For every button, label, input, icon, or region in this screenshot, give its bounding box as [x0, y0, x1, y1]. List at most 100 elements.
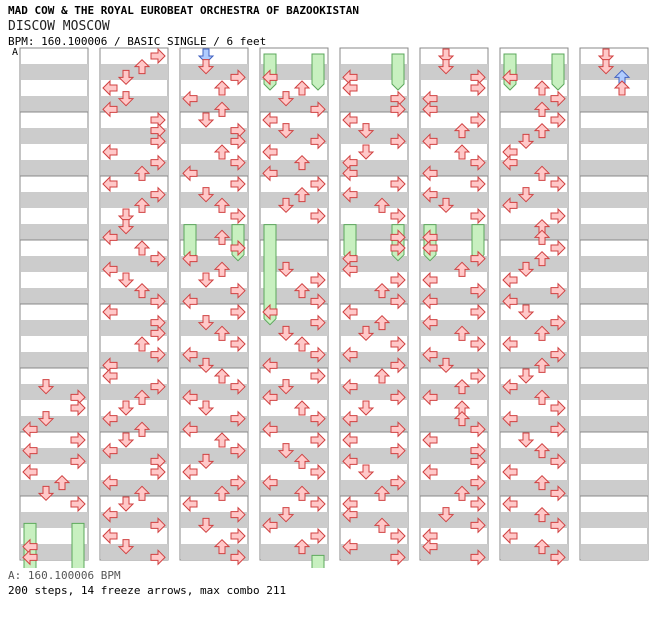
step-arrow-right — [310, 410, 326, 427]
step-arrow-down — [197, 112, 215, 128]
step-arrow-up — [133, 336, 151, 352]
step-arrow-up — [373, 517, 391, 533]
step-arrow-left — [102, 79, 118, 97]
step-arrow-left — [422, 133, 438, 150]
step-arrow-down — [117, 539, 135, 555]
step-arrow-up — [133, 165, 151, 181]
step-arrow-left — [262, 303, 278, 321]
step-arrow-left — [262, 517, 278, 534]
step-arrow-right — [310, 431, 326, 449]
step-arrow-up — [373, 314, 391, 331]
step-arrow-down — [277, 91, 295, 107]
step-arrow-left — [422, 186, 438, 203]
step-arrow-right — [150, 325, 166, 342]
step-arrow-down — [357, 144, 375, 160]
step-arrow-up — [453, 144, 471, 160]
step-arrow-right — [230, 133, 246, 150]
song-artist: MAD COW & THE ROYAL EUROBEAT ORCHESTRA O… — [8, 4, 359, 17]
step-arrow-left — [422, 431, 438, 449]
step-arrow-right — [70, 431, 86, 449]
step-arrow-right — [470, 474, 486, 491]
step-arrow-left — [102, 261, 118, 278]
step-arrow-up — [213, 538, 231, 555]
step-arrow-right — [470, 79, 486, 97]
step-arrow-right — [550, 90, 566, 107]
step-arrow-left — [342, 79, 358, 97]
step-arrow-right — [390, 335, 406, 353]
step-arrow-down — [357, 464, 375, 480]
step-arrow-right — [390, 101, 406, 118]
step-arrow-down — [517, 187, 535, 203]
step-arrow-left — [502, 69, 518, 86]
step-arrow-up — [533, 538, 551, 555]
step-arrow-down — [117, 400, 135, 416]
step-arrow-up — [533, 325, 551, 341]
step-arrow-right — [550, 485, 566, 502]
step-arrow-down — [197, 517, 215, 534]
step-arrow-right — [390, 175, 406, 193]
chart-column — [419, 47, 489, 561]
step-arrow-left — [502, 197, 518, 214]
step-arrow-left — [422, 538, 438, 555]
step-arrow-down — [517, 133, 535, 150]
step-arrow-right — [310, 293, 326, 310]
step-arrow-up — [453, 122, 471, 139]
step-arrow-right — [150, 463, 166, 481]
step-arrow-right — [230, 527, 246, 545]
step-arrow-left — [182, 293, 198, 310]
step-arrow-up — [133, 282, 151, 299]
step-arrow-up — [453, 378, 471, 395]
bpm-marker: A — [12, 47, 19, 58]
step-arrow-up — [213, 80, 231, 96]
step-arrow-left — [102, 367, 118, 385]
step-arrow-right — [390, 239, 406, 257]
step-arrow-up — [293, 400, 311, 416]
step-arrow-down — [277, 261, 295, 278]
step-arrow-left — [182, 463, 198, 481]
step-arrow-down — [277, 123, 295, 139]
step-arrow-right — [550, 239, 566, 257]
step-arrow-right — [390, 389, 406, 406]
step-arrow-left — [22, 421, 38, 438]
chart-column — [579, 47, 649, 561]
step-arrow-right — [550, 421, 566, 438]
step-arrow-right — [230, 442, 246, 459]
step-arrow-left — [422, 271, 438, 289]
step-arrow-up — [133, 197, 151, 213]
step-arrow-left — [342, 538, 358, 555]
step-arrow-right — [310, 367, 326, 385]
step-arrow-down — [357, 400, 375, 416]
step-arrow-right — [230, 282, 246, 299]
step-arrow-up — [213, 325, 231, 341]
step-arrow-right — [470, 303, 486, 321]
step-arrow-up — [373, 197, 391, 213]
freeze-arrow — [391, 53, 405, 91]
step-arrow-right — [470, 207, 486, 225]
step-arrow-down — [197, 272, 215, 288]
step-arrow-right — [550, 207, 566, 225]
step-arrow-up — [133, 389, 151, 405]
step-arrow-down — [517, 368, 535, 384]
freeze-arrow — [71, 522, 85, 568]
step-arrow-down — [197, 400, 215, 416]
step-arrow-down — [437, 357, 455, 374]
step-arrow-up — [293, 485, 311, 501]
step-arrow-left — [102, 506, 118, 523]
step-arrow-right — [70, 399, 86, 417]
step-arrow-right — [550, 314, 566, 331]
step-arrow-left — [102, 303, 118, 321]
step-arrow-right — [470, 335, 486, 353]
step-arrow-down — [437, 59, 455, 75]
step-arrow-down — [117, 496, 135, 512]
step-arrow-right — [550, 453, 566, 470]
step-arrow-left — [262, 69, 278, 86]
step-arrow-left — [502, 410, 518, 427]
step-arrow-up — [213, 197, 231, 213]
step-arrow-up — [213, 432, 231, 448]
step-arrow-right — [390, 293, 406, 310]
step-arrow-right — [70, 495, 86, 513]
step-arrow-left — [102, 410, 118, 427]
step-arrow-left — [422, 101, 438, 118]
step-arrow-left — [262, 474, 278, 491]
step-arrow-down — [37, 485, 55, 502]
